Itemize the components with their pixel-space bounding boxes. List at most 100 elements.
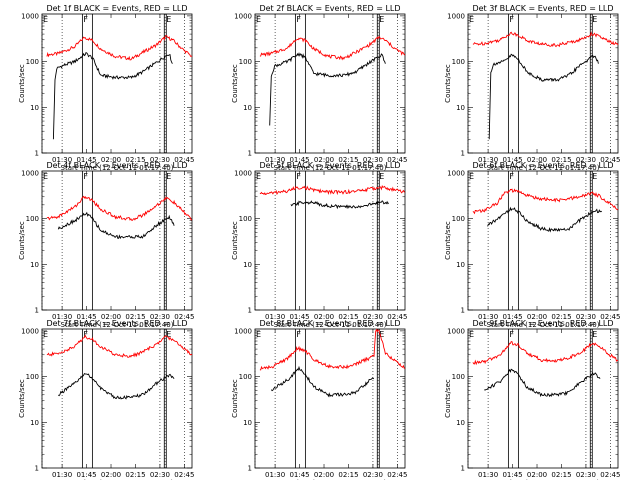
y-tick-label: 10: [456, 261, 465, 269]
y-tick-label: 1000: [21, 169, 39, 177]
x-tick-label: 02:30: [576, 156, 596, 164]
panel-title: Det 7f BLACK = Events, RED = LLD: [46, 319, 187, 328]
x-tick-label: 02:45: [387, 471, 407, 479]
marker-label: E: [379, 330, 384, 339]
marker-label: F: [509, 330, 514, 339]
x-tick-label: 02:45: [600, 156, 620, 164]
marker-label: E: [379, 172, 384, 181]
marker-label: E: [592, 15, 597, 24]
panel-title: Det 6f BLACK = Events, RED = LLD: [472, 161, 613, 170]
series-line-events: [57, 211, 175, 240]
x-tick-label: 02:15: [338, 471, 358, 479]
y-tick-label: 1: [248, 150, 252, 158]
marker-label: E: [166, 330, 171, 339]
marker-label: E: [256, 330, 261, 339]
x-tick-label: 02:00: [101, 156, 121, 164]
x-tick-label: 01:30: [478, 313, 498, 321]
y-tick-label: 1000: [21, 327, 39, 335]
series-line-events: [484, 368, 601, 398]
series-line-lld: [46, 195, 193, 221]
y-tick-label: 1000: [234, 12, 252, 20]
marker-label: E: [43, 330, 48, 339]
marker-label: E: [166, 15, 171, 24]
marker-label: F: [83, 15, 88, 24]
series-line-lld: [259, 36, 406, 61]
panel-title: Det 1f BLACK = Events, RED = LLD: [46, 4, 187, 13]
x-tick-label: 02:00: [527, 313, 547, 321]
y-axis-label: Counts/sec: [18, 221, 26, 260]
x-tick-label: 02:45: [174, 471, 194, 479]
series-line-lld: [472, 341, 619, 366]
plot-frame: [254, 328, 406, 469]
y-tick-label: 1: [461, 465, 465, 473]
panel-det-6: Det 6f BLACK = Events, RED = LLD 1 10 100 10…: [444, 161, 620, 329]
x-tick-label: 02:00: [101, 313, 121, 321]
series-line-lld: [472, 188, 619, 215]
marker-label: E: [43, 15, 48, 24]
marker-label: F: [509, 172, 514, 181]
y-tick-label: 1: [248, 307, 252, 315]
x-tick-label: 01:45: [76, 156, 96, 164]
x-tick-label: 01:30: [52, 156, 72, 164]
marker-label: E: [469, 15, 474, 24]
y-axis-label: Counts/sec: [444, 64, 452, 103]
panel-det-7: Det 7f BLACK = Events, RED = LLD 1 10 100 10…: [18, 319, 194, 480]
y-tick-label: 100: [26, 58, 39, 66]
plot-frame: [41, 170, 193, 311]
panel-title: Det 3f BLACK = Events, RED = LLD: [472, 4, 613, 13]
y-tick-label: 10: [456, 104, 465, 112]
marker-label: E: [166, 172, 171, 181]
y-tick-label: 1000: [234, 169, 252, 177]
panel-det-8: Det 8f BLACK = Events, RED = LLD 1 10 100 10…: [231, 319, 407, 480]
y-tick-label: 10: [30, 419, 39, 427]
y-tick-label: 10: [243, 261, 252, 269]
x-tick-label: 02:00: [527, 471, 547, 479]
x-tick-label: 01:45: [76, 471, 96, 479]
marker-label: F: [83, 172, 88, 181]
y-axis-label: Counts/sec: [231, 64, 239, 103]
series-line-events: [290, 200, 389, 210]
series-line-events: [269, 52, 386, 126]
x-tick-label: 02:30: [363, 313, 383, 321]
x-tick-label: 02:30: [363, 471, 383, 479]
x-tick-label: 02:15: [125, 156, 145, 164]
plot-frame: [467, 328, 619, 469]
series-line-events: [270, 365, 375, 398]
y-tick-label: 1000: [447, 327, 465, 335]
x-axis-label: Start Time (12-Oct-11 01:17:40): [274, 321, 387, 329]
x-tick-label: 02:45: [387, 156, 407, 164]
x-tick-label: 02:00: [314, 471, 334, 479]
x-tick-label: 02:15: [338, 156, 358, 164]
x-tick-label: 02:45: [600, 471, 620, 479]
y-tick-label: 1: [461, 307, 465, 315]
plot-frame: [254, 13, 406, 154]
y-tick-label: 1: [35, 150, 39, 158]
panel-det-3: Det 3f BLACK = Events, RED = LLD 1 10 100 10…: [444, 4, 620, 172]
panel-title: Det 5f BLACK = Events, RED = LLD: [259, 161, 400, 170]
plot-frame: [41, 13, 193, 154]
marker-label: E: [379, 15, 384, 24]
series-line-events: [488, 53, 599, 140]
series-line-lld: [472, 31, 619, 48]
y-axis-label: Counts/sec: [444, 379, 452, 418]
x-tick-label: 01:30: [265, 313, 285, 321]
series-line-lld: [46, 35, 193, 61]
y-tick-label: 10: [243, 419, 252, 427]
marker-label: E: [592, 172, 597, 181]
y-tick-label: 1000: [447, 12, 465, 20]
panel-det-5: Det 5f BLACK = Events, RED = LLD 1 10 100 10…: [231, 161, 407, 329]
y-tick-label: 100: [26, 373, 39, 381]
y-axis-label: Counts/sec: [18, 379, 26, 418]
x-tick-label: 01:45: [76, 313, 96, 321]
y-tick-label: 100: [239, 58, 252, 66]
y-tick-label: 100: [452, 373, 465, 381]
x-axis-label: Start Time (12-Oct-11 01:17:40): [274, 164, 387, 172]
y-axis-label: Counts/sec: [18, 64, 26, 103]
x-axis-label: Start Time (12-Oct-11 01:17:40): [61, 164, 174, 172]
x-tick-label: 02:15: [125, 471, 145, 479]
x-tick-label: 02:15: [551, 313, 571, 321]
panel-title: Det 4f BLACK = Events, RED = LLD: [46, 161, 187, 170]
y-tick-label: 1000: [21, 12, 39, 20]
x-tick-label: 02:00: [314, 313, 334, 321]
